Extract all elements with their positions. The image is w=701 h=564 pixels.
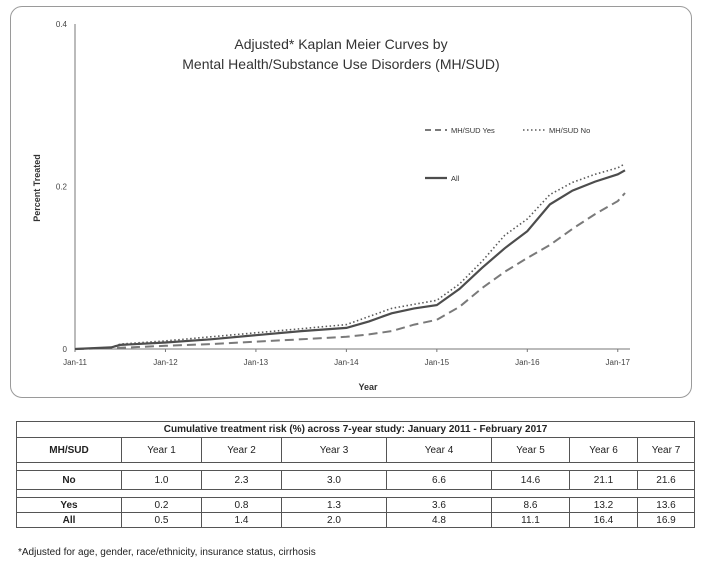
table-header-row: MH/SUD Year 1 Year 2 Year 3 Year 4 Year 5 Year… xyxy=(16,437,696,463)
table-caption: Cumulative treatment risk (%) across 7-y… xyxy=(15,421,696,438)
table-cell: 13.6 xyxy=(636,497,696,513)
footnote: *Adjusted for age, gender, race/ethnicit… xyxy=(18,547,316,558)
x-tick-label: Jan-17 xyxy=(606,358,631,367)
table-header-cell: Year 6 xyxy=(569,437,638,463)
row-label-cell: No xyxy=(16,470,122,490)
legend-label: MH/SUD No xyxy=(549,126,590,135)
table-cell: 1.0 xyxy=(121,470,202,490)
table-header-cell: Year 4 xyxy=(386,437,492,463)
chart-legend: MH/SUD Yes MH/SUD No All xyxy=(425,126,590,183)
table-cell: 3.6 xyxy=(386,497,492,513)
table-cell: 16.9 xyxy=(636,512,696,528)
table-cell: 1.4 xyxy=(201,512,282,528)
table-cell: 2.3 xyxy=(201,470,282,490)
x-tick-label: Jan-12 xyxy=(153,358,178,367)
table-header-cell: Year 5 xyxy=(491,437,570,463)
table-header-cell: MH/SUD xyxy=(16,437,122,463)
table-cell: 0.5 xyxy=(121,512,202,528)
chart-frame xyxy=(10,6,692,398)
legend-label: MH/SUD Yes xyxy=(451,126,495,135)
table-cell: 4.8 xyxy=(386,512,492,528)
series-line-all xyxy=(74,169,626,351)
table-header-cell: Year 7 xyxy=(636,437,696,463)
legend-label: All xyxy=(451,174,460,183)
table-cell: 2.0 xyxy=(281,512,387,528)
y-tick-label: 0 xyxy=(63,345,68,354)
table-cell: 0.2 xyxy=(121,497,202,513)
x-tick-label: Jan-13 xyxy=(244,358,269,367)
row-label-cell: All xyxy=(16,512,122,528)
risk-table: Cumulative treatment risk (%) across 7-y… xyxy=(15,421,696,528)
chart-series xyxy=(74,163,626,351)
y-tick-label: 0.4 xyxy=(56,20,68,29)
table-cell: 0.8 xyxy=(201,497,282,513)
chart-subtitle: Mental Health/Substance Use Disorders (M… xyxy=(182,56,499,72)
chart-axes: 0 0.2 0.4 Jan-11 Jan-12 Jan-13 Jan-14 Jan-15 Jan… xyxy=(56,20,631,367)
table-cell: 21.1 xyxy=(569,470,638,490)
y-axis-label: Percent Treated xyxy=(32,154,42,222)
x-tick-label: Jan-15 xyxy=(425,358,450,367)
table-cell: 3.0 xyxy=(281,470,387,490)
x-tick-label: Jan-11 xyxy=(63,358,87,367)
x-tick-label: Jan-16 xyxy=(515,358,540,367)
table-cell: 8.6 xyxy=(491,497,570,513)
table-cell: 14.6 xyxy=(491,470,570,490)
x-tick-label: Jan-14 xyxy=(334,358,359,367)
table-header-cell: Year 3 xyxy=(281,437,387,463)
km-chart: Adjusted* Kaplan Meier Curves by Mental … xyxy=(32,20,631,392)
table-cell: 6.6 xyxy=(386,470,492,490)
table-cell: 1.3 xyxy=(281,497,387,513)
table-row: Yes 0.2 0.8 1.3 3.6 8.6 13.2 13.6 xyxy=(16,497,696,513)
table-cell: 16.4 xyxy=(569,512,638,528)
table-row: All 0.5 1.4 2.0 4.8 11.1 16.4 16.9 xyxy=(16,512,696,528)
x-axis-label: Year xyxy=(358,382,378,392)
series-line-mh-sud-no xyxy=(74,163,626,350)
table-cell: 13.2 xyxy=(569,497,638,513)
table-row: No 1.0 2.3 3.0 6.6 14.6 21.1 21.6 xyxy=(16,470,696,490)
y-tick-label: 0.2 xyxy=(56,183,68,192)
series-line-mh-sud-yes xyxy=(74,192,626,350)
row-label-cell: Yes xyxy=(16,497,122,513)
chart-title: Adjusted* Kaplan Meier Curves by xyxy=(234,36,447,52)
table-header-cell: Year 2 xyxy=(201,437,282,463)
table-cell: 11.1 xyxy=(491,512,570,528)
table-cell: 21.6 xyxy=(636,470,696,490)
table-header-cell: Year 1 xyxy=(121,437,202,463)
